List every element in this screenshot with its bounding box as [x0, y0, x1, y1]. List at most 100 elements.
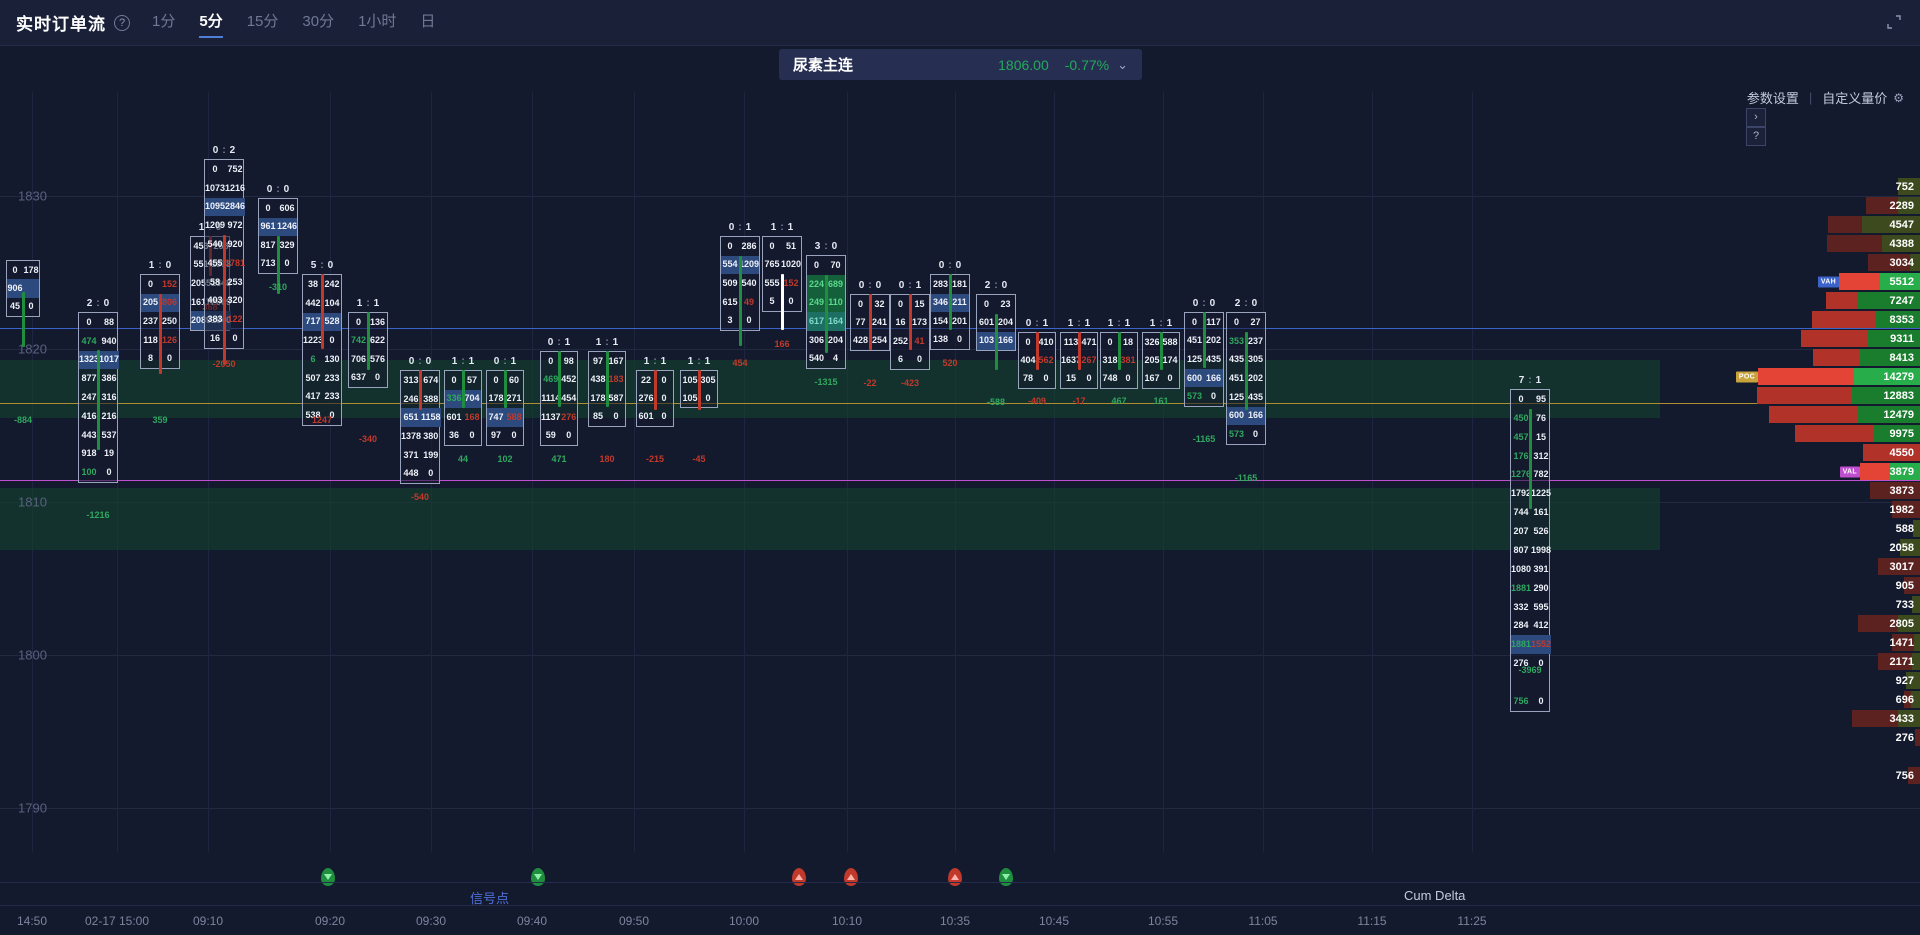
volume-profile-row[interactable]: 588: [1660, 520, 1920, 537]
bid-cell: 600: [1185, 368, 1204, 388]
ask-cell: 166: [1246, 406, 1265, 426]
volume-profile-row[interactable]: 4547: [1660, 216, 1920, 233]
volume-profile[interactable]: 752 2289 4547 4388 3034 5512 VAH 7247 8353 9311 84…: [1660, 92, 1920, 882]
help-button[interactable]: ?: [1746, 127, 1766, 146]
volume-profile-row[interactable]: 9975: [1660, 425, 1920, 442]
volume-profile-row[interactable]: 3873: [1660, 482, 1920, 499]
volume-profile-row[interactable]: 756: [1660, 767, 1920, 784]
imbalance-ratio: 7:1: [1518, 375, 1542, 386]
ask-cell: 704: [463, 389, 481, 408]
bid-column: 0 450 457 176 1276 1792 744 207 807 1080 1881 332 28…: [1511, 390, 1532, 711]
bid-cell: 469: [543, 374, 559, 385]
timeframe-tab-3[interactable]: 30分: [302, 12, 335, 30]
bid-cell: 748: [1102, 373, 1118, 384]
bid-cell: 474: [81, 335, 97, 346]
volume-profile-row[interactable]: 752: [1660, 178, 1920, 195]
timeframe-tab-1[interactable]: 5分: [199, 10, 224, 38]
instrument-ticker[interactable]: 尿素主连 1806.00 -0.77% ⌄: [779, 49, 1142, 80]
footprint-grid: 0 474 1323 877 247 416 443 918 100 88 940 1017 386 31…: [78, 312, 120, 483]
volume-value: 14279: [1883, 370, 1914, 383]
bid-cell: 224: [807, 274, 826, 294]
volume-profile-row[interactable]: [1660, 748, 1920, 765]
orderflow-chart[interactable]: 1830 1820 1810 1800 1790 0 906 45 178 0 -884 2:0 0 4…: [0, 92, 1920, 882]
volume-profile-row[interactable]: 1982: [1660, 501, 1920, 518]
candle-delta: -409: [1027, 396, 1046, 406]
imbalance-ratio: 1:1: [687, 356, 711, 367]
signal-marker-red[interactable]: [948, 868, 962, 886]
ask-cell: 267: [1081, 354, 1097, 365]
volume-profile-row[interactable]: 905: [1660, 577, 1920, 594]
ask-cell: 0: [1043, 373, 1049, 384]
volume-profile-row[interactable]: 2058: [1660, 539, 1920, 556]
bid-cell: 2055: [191, 277, 212, 288]
bid-cell: 555: [764, 277, 780, 288]
sell-volume-bar: [1860, 463, 1890, 480]
volume-profile-row[interactable]: 927: [1660, 672, 1920, 689]
ask-cell: 0: [1086, 373, 1092, 384]
ask-cell: 253: [227, 276, 243, 287]
volume-profile-row[interactable]: 12883: [1660, 387, 1920, 404]
volume-profile-row[interactable]: 276: [1660, 729, 1920, 746]
bid-cell: 817: [260, 239, 276, 250]
ask-cell: 0: [1252, 429, 1258, 440]
ask-column: 60 271 588 0: [505, 371, 523, 445]
next-button[interactable]: ›: [1746, 108, 1766, 127]
volume-profile-row[interactable]: 5512 VAH: [1660, 273, 1920, 290]
volume-value: 9311: [1890, 332, 1914, 345]
candle-delta: 180: [599, 454, 615, 464]
bid-cell: 0: [857, 298, 863, 309]
buy-volume-bar: [1910, 254, 1920, 271]
ask-cell: 202: [1205, 335, 1222, 346]
ask-cell: 0: [956, 334, 962, 345]
signal-marker-green[interactable]: [531, 868, 545, 886]
volume-profile-row[interactable]: 8413: [1660, 349, 1920, 366]
volume-profile-row[interactable]: 733: [1660, 596, 1920, 613]
volume-profile-row[interactable]: 8353: [1660, 311, 1920, 328]
volume-profile-row[interactable]: 3433: [1660, 710, 1920, 727]
timeframe-tab-0[interactable]: 1分: [152, 12, 176, 30]
ask-cell: 0: [566, 430, 572, 441]
imbalance-ratio: 0:1: [547, 337, 571, 348]
question-circle-icon[interactable]: ?: [114, 14, 130, 31]
ask-cell: 233: [324, 391, 340, 402]
candle-delta: -1216: [86, 510, 110, 520]
volume-profile-row[interactable]: 3879 VAL: [1660, 463, 1920, 480]
ask-cell: 312: [1533, 450, 1549, 461]
ask-cell: 174: [1162, 354, 1178, 365]
signal-marker-green[interactable]: [999, 868, 1013, 886]
chevron-down-icon[interactable]: ⌄: [1117, 56, 1128, 72]
timeframe-tab-2[interactable]: 15分: [246, 12, 279, 30]
signal-marker-green[interactable]: [321, 868, 335, 886]
volume-profile-row[interactable]: 2805: [1660, 615, 1920, 632]
ask-cell: 435: [1247, 391, 1264, 402]
volume-profile-row[interactable]: 4550: [1660, 444, 1920, 461]
volume-profile-row[interactable]: 4388: [1660, 235, 1920, 252]
timeframe-tab-5[interactable]: 日: [420, 12, 436, 30]
custom-volume-price-button[interactable]: 自定义量价: [1822, 91, 1888, 106]
timeframe-tab-4[interactable]: 1小时: [358, 12, 397, 30]
volume-profile-row[interactable]: 1471: [1660, 634, 1920, 651]
volume-profile-row[interactable]: 12479: [1660, 406, 1920, 423]
ask-cell: 49: [743, 296, 754, 307]
volume-profile-row[interactable]: 696: [1660, 691, 1920, 708]
volume-profile-row[interactable]: 3017: [1660, 558, 1920, 575]
gear-icon[interactable]: ⚙: [1893, 90, 1904, 105]
candle-body: [503, 370, 507, 408]
volume-profile-row[interactable]: 7247: [1660, 292, 1920, 309]
volume-profile-row[interactable]: 2171: [1660, 653, 1920, 670]
volume-profile-row[interactable]: 2289: [1660, 197, 1920, 214]
volume-profile-row[interactable]: 9311: [1660, 330, 1920, 347]
signal-markers[interactable]: [0, 862, 1920, 892]
bid-cell: 252: [892, 335, 909, 346]
volume-profile-row[interactable]: 3034: [1660, 254, 1920, 271]
ask-cell: 1020: [780, 259, 801, 270]
volume-profile-row[interactable]: 14279 POC: [1660, 368, 1920, 385]
signal-marker-red[interactable]: [844, 868, 858, 886]
ask-column: 98 452 454 276 0: [561, 352, 577, 445]
signal-marker-red[interactable]: [792, 868, 806, 886]
candle-delta: 359: [152, 415, 168, 425]
expand-icon[interactable]: [1886, 14, 1902, 30]
candle-body: [557, 351, 561, 407]
params-settings-button[interactable]: 参数设置: [1746, 91, 1799, 106]
buy-volume-bar: [1875, 311, 1920, 328]
